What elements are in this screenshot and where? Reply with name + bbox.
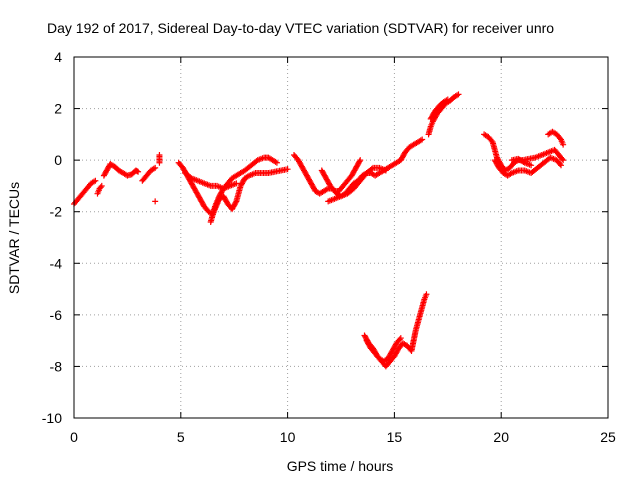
- tick-labels: 0 5 10 15 20 25 -10 -8 -6 -4 -2 0 2 4: [42, 49, 616, 445]
- data-point: [455, 91, 462, 98]
- data-point: [423, 291, 430, 298]
- data-marks: [71, 91, 567, 370]
- data-point: [92, 177, 99, 184]
- data-point: [556, 161, 563, 168]
- x-tick-label: 25: [600, 429, 616, 445]
- data-point: [396, 336, 403, 343]
- y-tick-label: -10: [42, 410, 62, 426]
- data-point: [152, 164, 159, 171]
- x-tick-label: 15: [387, 429, 403, 445]
- y-tick-label: -8: [50, 358, 63, 374]
- data-point: [559, 155, 566, 162]
- axis-ticks: [73, 56, 609, 419]
- data-point: [397, 335, 404, 342]
- data-point: [357, 157, 364, 164]
- data-point: [382, 167, 389, 174]
- y-axis-label: SDTVAR / TECUs: [6, 182, 22, 294]
- y-tick-label: -6: [50, 307, 63, 323]
- x-axis-label: GPS time / hours: [287, 458, 394, 474]
- data-point: [135, 168, 142, 175]
- y-tick-label: 0: [54, 152, 62, 168]
- plot-frame: [73, 56, 609, 419]
- y-tick-label: -2: [50, 204, 63, 220]
- x-tick-label: 0: [70, 429, 78, 445]
- data-point: [97, 184, 104, 191]
- data-point: [233, 180, 240, 187]
- data-point: [560, 157, 567, 164]
- data-point: [156, 159, 163, 166]
- y-tick-label: 2: [54, 101, 62, 117]
- data-point: [284, 166, 291, 173]
- data-point: [368, 165, 375, 172]
- data-point: [556, 135, 563, 142]
- x-tick-label: 5: [177, 429, 185, 445]
- x-tick-label: 20: [493, 429, 509, 445]
- data-point: [98, 182, 105, 189]
- y-tick-label: -4: [50, 255, 63, 271]
- chart-title: Day 192 of 2017, Sidereal Day-to-day VTE…: [47, 20, 554, 36]
- data-point: [152, 198, 159, 205]
- data-point: [444, 96, 451, 103]
- data-point: [528, 162, 535, 169]
- data-point: [232, 199, 239, 206]
- data-point: [273, 159, 280, 166]
- grid-lines: [74, 57, 608, 418]
- y-tick-label: 4: [54, 49, 62, 65]
- data-point: [356, 158, 363, 165]
- data-point: [558, 162, 565, 169]
- data-point: [419, 136, 426, 143]
- data-point: [134, 168, 141, 175]
- x-tick-label: 10: [280, 429, 296, 445]
- data-point: [560, 141, 567, 148]
